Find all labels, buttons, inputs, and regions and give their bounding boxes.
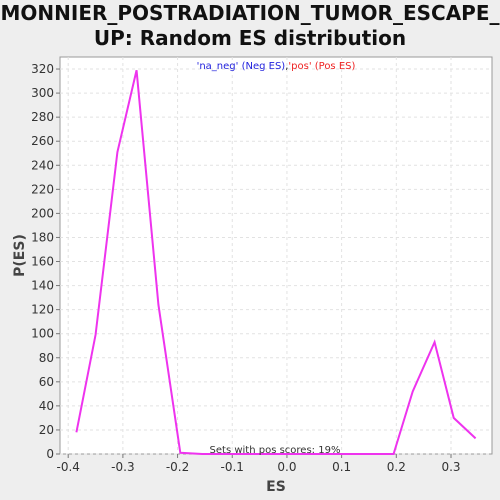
chart-title: MONNIER_POSTRADIATION_TUMOR_ESCAPE_UP: R… <box>0 1 500 50</box>
x-tick-label: 0.3 <box>441 460 460 474</box>
y-tick-label: 40 <box>39 399 54 413</box>
y-axis-ticks: 0 20 40 60 80 100 120 140 160 180 200 220 240 260 280 3… <box>31 62 60 461</box>
x-tick-label: 0.2 <box>387 460 406 474</box>
y-tick-label: 280 <box>31 110 54 124</box>
legend: 'na_neg' (Neg ES),'pos' (Pos ES) <box>197 61 356 72</box>
x-axis-label: ES <box>266 479 286 495</box>
annotation-text: Sets with pos scores: 19% <box>210 445 341 456</box>
y-tick-label: 220 <box>31 182 54 196</box>
legend-entry: 'pos' (Pos ES) <box>288 61 355 72</box>
x-tick-label: -0.1 <box>221 460 244 474</box>
series-line <box>75 70 477 455</box>
y-tick-label: 100 <box>31 327 54 341</box>
plot-area <box>59 56 493 455</box>
series-lines <box>75 70 477 455</box>
x-tick-label: 0.1 <box>332 460 351 474</box>
y-tick-label: 240 <box>31 158 54 172</box>
grid-lines <box>60 57 492 455</box>
y-tick-label: 300 <box>31 86 54 100</box>
x-tick-label: 0.0 <box>277 460 296 474</box>
y-tick-label: 180 <box>31 230 54 244</box>
y-tick-label: 200 <box>31 206 54 220</box>
y-tick-label: 80 <box>39 351 54 365</box>
y-tick-label: 60 <box>39 375 54 389</box>
x-tick-label: -0.3 <box>111 460 134 474</box>
y-tick-label: 0 <box>46 447 54 461</box>
y-tick-label: 20 <box>39 423 54 437</box>
legend-entry: 'na_neg' (Neg ES) <box>197 61 286 72</box>
y-tick-label: 260 <box>31 134 54 148</box>
y-tick-label: 140 <box>31 279 54 293</box>
y-axis-label: P(ES) <box>12 234 28 277</box>
y-tick-label: 160 <box>31 255 54 269</box>
legend-entry: , <box>285 61 288 72</box>
x-tick-label: -0.2 <box>166 460 189 474</box>
y-tick-label: 120 <box>31 303 54 317</box>
x-tick-label: -0.4 <box>56 460 79 474</box>
x-axis-ticks: -0.4 -0.3 -0.2 -0.1 0.0 0.1 0.2 0.3 <box>56 454 461 474</box>
y-tick-label: 320 <box>31 62 54 76</box>
